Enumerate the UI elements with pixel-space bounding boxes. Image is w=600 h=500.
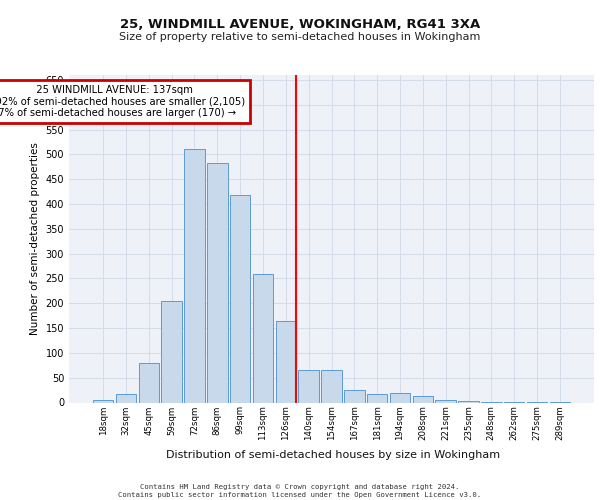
Bar: [161, 301, 182, 402]
Bar: [390, 392, 410, 402]
Text: Size of property relative to semi-detached houses in Wokingham: Size of property relative to semi-detach…: [119, 32, 481, 42]
Text: 25 WINDMILL AVENUE: 137sqm  
← 92% of semi-detached houses are smaller (2,105)
 : 25 WINDMILL AVENUE: 137sqm ← 92% of semi…: [0, 85, 245, 118]
Bar: [298, 370, 319, 402]
Bar: [253, 274, 273, 402]
Bar: [321, 370, 342, 402]
Bar: [367, 394, 388, 402]
Text: 25, WINDMILL AVENUE, WOKINGHAM, RG41 3XA: 25, WINDMILL AVENUE, WOKINGHAM, RG41 3XA: [120, 18, 480, 30]
Text: Distribution of semi-detached houses by size in Wokingham: Distribution of semi-detached houses by …: [166, 450, 500, 460]
Bar: [93, 400, 113, 402]
Bar: [436, 400, 456, 402]
Bar: [184, 150, 205, 402]
Bar: [207, 163, 227, 402]
Y-axis label: Number of semi-detached properties: Number of semi-detached properties: [30, 142, 40, 335]
Bar: [116, 394, 136, 402]
Bar: [275, 320, 296, 402]
Bar: [344, 390, 365, 402]
Bar: [139, 363, 159, 403]
Bar: [458, 401, 479, 402]
Bar: [413, 396, 433, 402]
Text: Contains HM Land Registry data © Crown copyright and database right 2024.
Contai: Contains HM Land Registry data © Crown c…: [118, 484, 482, 498]
Bar: [230, 195, 250, 402]
